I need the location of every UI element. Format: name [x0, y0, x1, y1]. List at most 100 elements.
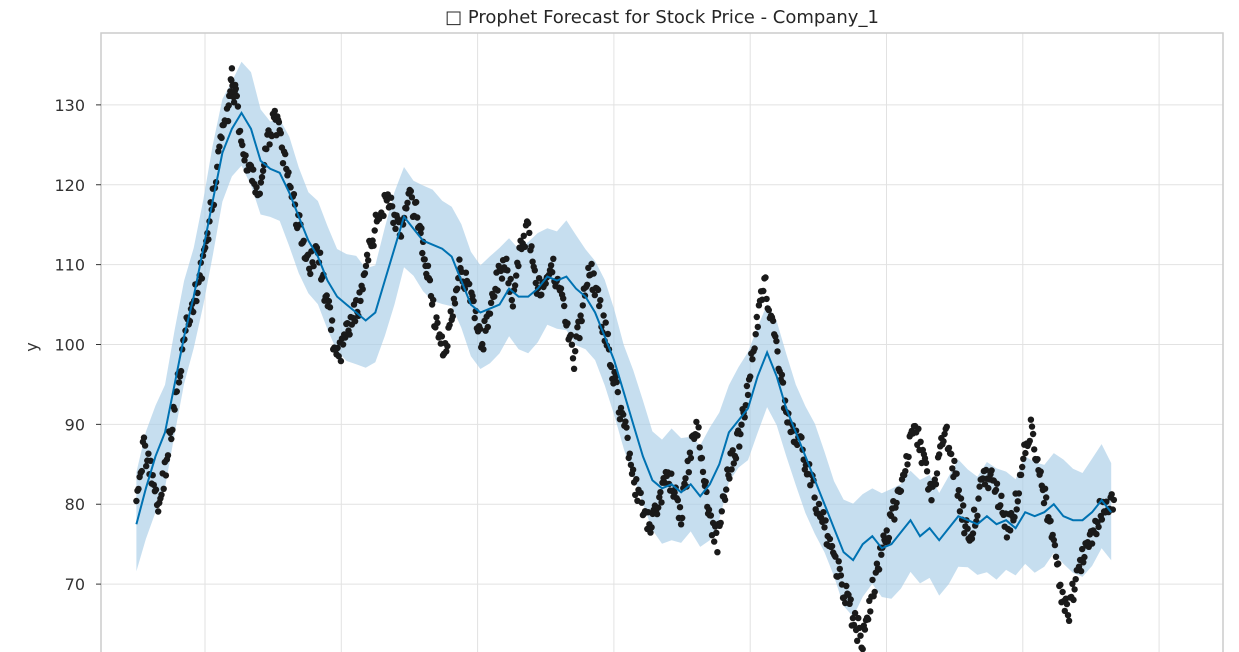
observed-point — [941, 430, 948, 438]
observed-point — [811, 494, 818, 501]
observed-point — [943, 423, 950, 430]
observed-point — [407, 188, 414, 195]
observed-point — [363, 251, 371, 258]
observed-point — [622, 418, 629, 425]
observed-point — [310, 262, 317, 270]
observed-point — [597, 297, 604, 304]
observed-point — [1003, 534, 1011, 541]
observed-point — [620, 411, 627, 418]
observed-point — [760, 287, 767, 295]
observed-point — [538, 291, 545, 298]
observed-point — [698, 454, 706, 462]
observed-point — [133, 497, 140, 505]
observed-point — [867, 608, 874, 615]
observed-point — [147, 457, 154, 464]
observed-point — [600, 312, 607, 319]
observed-point — [657, 489, 664, 496]
observed-point — [1011, 513, 1018, 521]
observed-point — [753, 313, 760, 321]
observed-point — [1015, 490, 1023, 497]
observed-point — [762, 274, 769, 281]
observed-point — [443, 348, 450, 355]
observed-point — [346, 331, 353, 338]
observed-point — [617, 404, 625, 412]
observed-point — [765, 306, 772, 314]
observed-point — [194, 289, 201, 297]
observed-point — [258, 173, 266, 181]
observed-point — [961, 530, 968, 537]
observed-point — [648, 524, 655, 531]
y-axis-label: y — [22, 342, 41, 351]
observed-point — [693, 418, 700, 426]
observed-point — [936, 451, 943, 458]
observed-point — [434, 319, 441, 327]
observed-point — [940, 438, 947, 445]
observed-point — [568, 341, 576, 348]
observed-point — [287, 184, 294, 191]
observed-point — [656, 494, 663, 501]
observed-point — [569, 355, 577, 362]
observed-point — [723, 486, 730, 493]
observed-point — [509, 303, 517, 310]
observed-point — [658, 499, 665, 506]
observed-point — [380, 212, 387, 219]
observed-point — [143, 462, 150, 470]
observed-point — [679, 514, 686, 522]
observed-point — [878, 551, 885, 558]
observed-point — [1029, 430, 1037, 438]
observed-point — [687, 454, 695, 462]
observed-point — [351, 318, 359, 325]
observed-point — [507, 275, 514, 283]
observed-point — [414, 214, 421, 221]
observed-point — [915, 425, 922, 432]
y-tick-label: 100 — [54, 335, 85, 354]
observed-point — [953, 470, 960, 477]
observed-point — [520, 232, 527, 239]
observed-point — [850, 621, 858, 629]
observed-point — [1026, 437, 1034, 445]
observed-point — [327, 326, 335, 333]
observed-point — [300, 237, 307, 244]
observed-point — [891, 516, 898, 523]
series-layer — [133, 61, 1118, 652]
observed-point — [337, 357, 345, 365]
observed-point — [1014, 498, 1021, 505]
observed-point — [224, 117, 232, 125]
observed-point — [357, 297, 364, 305]
observed-point — [1019, 463, 1026, 471]
y-tick-label: 80 — [65, 495, 85, 514]
observed-point — [612, 373, 619, 380]
observed-point — [869, 576, 876, 584]
observed-point — [370, 242, 377, 249]
observed-point — [242, 152, 249, 159]
observed-point — [561, 302, 568, 310]
observed-point — [256, 190, 263, 197]
observed-point — [820, 509, 827, 516]
observed-point — [865, 616, 872, 623]
observed-point — [964, 525, 971, 532]
observed-point — [997, 502, 1004, 509]
observed-point — [779, 379, 787, 386]
observed-point — [749, 356, 756, 363]
observed-point — [627, 461, 635, 469]
observed-point — [807, 482, 814, 489]
observed-point — [418, 225, 425, 232]
observed-point — [851, 609, 859, 617]
observed-point — [655, 504, 662, 511]
observed-point — [1093, 530, 1100, 538]
observed-point — [707, 512, 715, 519]
observed-points-group — [133, 65, 1118, 652]
observed-point — [945, 444, 953, 452]
observed-point — [923, 468, 931, 475]
observed-point — [893, 499, 900, 507]
observed-point — [574, 324, 581, 331]
observed-point — [717, 519, 724, 527]
observed-point — [487, 299, 495, 306]
observed-point — [998, 492, 1005, 499]
observed-point — [674, 497, 681, 504]
observed-point — [694, 432, 701, 439]
observed-point — [613, 378, 620, 386]
observed-point — [955, 487, 962, 494]
observed-point — [975, 495, 982, 502]
observed-point — [794, 441, 801, 449]
